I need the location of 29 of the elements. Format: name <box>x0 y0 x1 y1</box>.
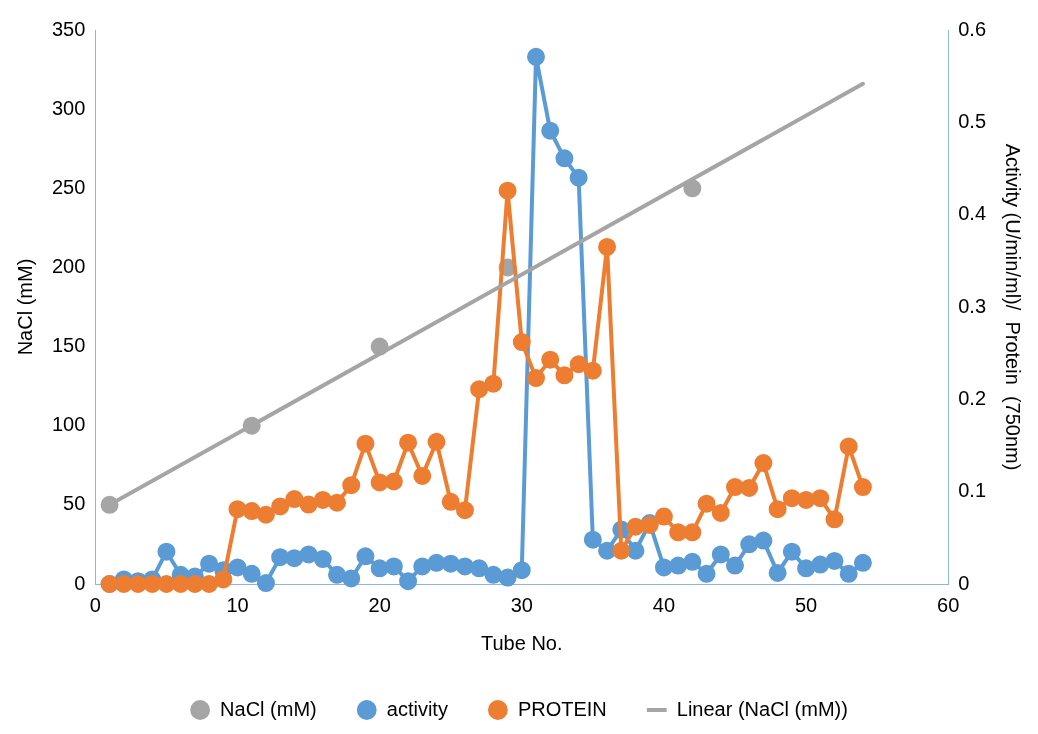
y-tick-label: 250 <box>51 175 86 198</box>
y2-tick-label: 0.4 <box>958 202 987 225</box>
x-tick-label: 50 <box>794 593 818 616</box>
x-tick-label: 0 <box>89 593 101 616</box>
y2-tick-label: 0.6 <box>958 17 987 40</box>
x-axis-title: Tube No. <box>481 631 563 654</box>
x-tick-label: 30 <box>510 593 533 616</box>
y2-tick-label: 0.5 <box>958 109 987 132</box>
y2-tick-label: 0.1 <box>958 479 987 502</box>
y-axis-title: NaCl (mM) <box>13 258 36 356</box>
x-tick-label: 60 <box>937 593 960 616</box>
y-tick-label: 150 <box>51 334 86 357</box>
x-tick-label: 20 <box>368 593 391 616</box>
y2-axis-title: Activity (U/min/ml)/ Protein (750nm) <box>1002 143 1025 471</box>
legend-label: Linear (NaCl (mM)) <box>676 697 848 720</box>
x-tick-label: 10 <box>226 593 249 616</box>
y-tick-label: 0 <box>74 571 86 594</box>
y2-tick-label: 0.3 <box>958 294 987 317</box>
y-tick-label: 350 <box>51 17 86 40</box>
y2-tick-label: 0 <box>958 571 970 594</box>
y2-tick-label: 0.2 <box>958 386 987 409</box>
y-tick-label: 300 <box>51 96 86 119</box>
legend-label: NaCl (mM) <box>220 697 317 720</box>
legend-label: activity <box>386 697 448 720</box>
y-tick-label: 100 <box>51 413 86 436</box>
y-tick-label: 50 <box>63 492 86 515</box>
x-tick-label: 40 <box>652 593 676 616</box>
y-tick-label: 200 <box>51 254 86 277</box>
legend-label: PROTEIN <box>517 697 607 720</box>
